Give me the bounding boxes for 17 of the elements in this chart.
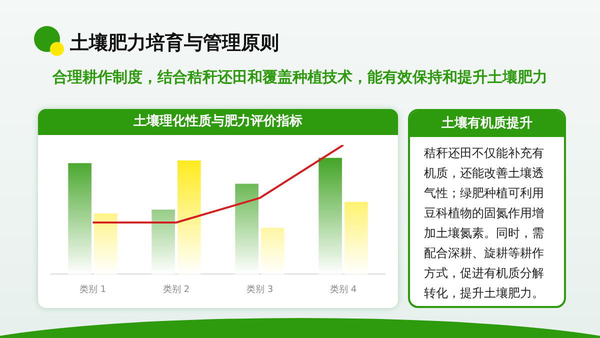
x-tick-label: 类别 1: [79, 284, 106, 295]
text: 土壤理化性质与肥力评价指标: [38, 109, 398, 135]
text: 土壤有机质提升: [410, 111, 564, 137]
bar: [178, 160, 201, 274]
text: 秸秆还田不仅能补充有机质，还能改善土壤透气性；绿肥种植可利用豆科植物的固氮作用增加土壤氮素。同时，需配合深耕、旋耕等耕作方式，促进有机质分解转化，提升土壤肥力。: [423, 145, 545, 302]
chart-subtitle: 合理耕作制度，结合秸秆还田和覆盖种植技术，能有效保持和提升土壤肥力: [51, 68, 548, 87]
bar: [261, 228, 284, 274]
bar: [94, 213, 118, 274]
bar: [318, 158, 342, 274]
x-tick-label: 类别 3: [246, 284, 274, 295]
bar: [152, 210, 175, 274]
chart-title: 土壤肥力培育与管理原则: [70, 31, 279, 56]
x-tick-label: 类别 4: [330, 284, 357, 295]
bar: [344, 202, 368, 274]
x-tick-label: 类别 2: [162, 284, 190, 295]
bar: [68, 163, 92, 274]
bar: [235, 184, 258, 274]
